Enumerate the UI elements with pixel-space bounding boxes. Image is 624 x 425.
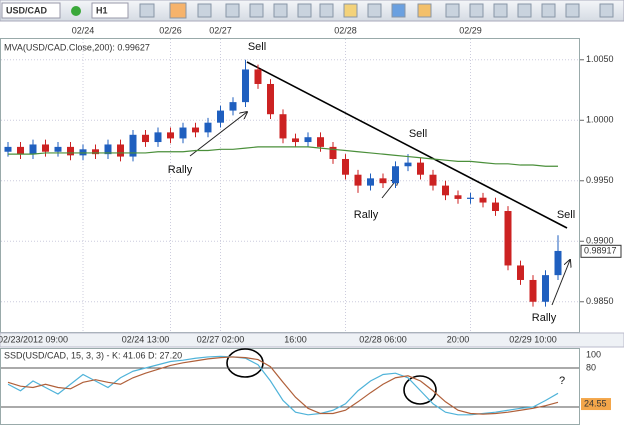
candle-body — [467, 197, 474, 199]
candle-body — [417, 162, 424, 175]
moving-average — [8, 146, 558, 167]
candle-body — [492, 202, 499, 212]
candle-body — [229, 102, 237, 111]
annotation: Sell — [557, 209, 575, 221]
x-tick-label: 16:00 — [284, 334, 307, 344]
toolbar — [0, 0, 624, 22]
candle-body — [442, 185, 449, 196]
time-axis — [0, 332, 624, 348]
candle-body — [42, 144, 49, 152]
x-tick-label: 02/24 13:00 — [122, 334, 170, 344]
candle-body — [504, 211, 512, 266]
candle-body — [179, 127, 187, 139]
last-value-box — [581, 398, 611, 411]
candle-body — [342, 158, 349, 175]
y-tick-label: 0.9850 — [586, 296, 614, 306]
candle-body — [217, 110, 224, 123]
annotation: Sell — [409, 128, 427, 140]
candle-body — [142, 134, 149, 143]
candle-body — [129, 134, 137, 157]
candle-body — [317, 137, 324, 147]
price-pane — [0, 38, 580, 333]
y-tick-label: 0.9900 — [586, 236, 614, 246]
candle-body — [242, 69, 249, 103]
x-tick-label: 02/23/2012 09:00 — [0, 334, 68, 344]
candle-body — [204, 122, 212, 133]
date-label: 02/24 — [72, 25, 95, 35]
candle-body — [79, 149, 87, 156]
candle-body — [367, 178, 374, 186]
y-tick-label: 100 — [586, 349, 601, 359]
annotation: Rally — [168, 164, 193, 176]
candle-body — [392, 166, 399, 184]
candle-body — [167, 132, 174, 139]
last-value: 24.55 — [584, 398, 607, 408]
x-tick-label: 02/28 06:00 — [359, 334, 407, 344]
candle-body — [517, 265, 524, 280]
date-row — [0, 22, 624, 38]
candle-body — [267, 83, 274, 115]
last-price-box — [580, 244, 622, 258]
candle-body — [192, 127, 199, 133]
indicator-label: SSD(USD/CAD, 15, 3, 3) - K: 41.06 D: 27.… — [4, 350, 182, 360]
toolbar-icons[interactable] — [139, 2, 614, 19]
circle-highlight — [403, 375, 437, 405]
candle-body — [92, 149, 99, 155]
y-tick-label: 80 — [586, 362, 596, 372]
annotation: Rally — [354, 209, 379, 221]
candle-body — [329, 146, 337, 159]
status-icon[interactable] — [71, 6, 81, 16]
candle-body — [479, 197, 487, 203]
date-label: 02/28 — [334, 25, 357, 35]
oscillator-line — [7, 356, 559, 415]
y-tick-label: 1.0000 — [586, 115, 614, 125]
timeframe-select[interactable] — [91, 2, 129, 19]
arrow — [551, 260, 570, 306]
candle-body — [429, 174, 437, 186]
annotation: Rally — [532, 312, 557, 324]
arrow — [189, 112, 247, 157]
x-tick-label: 20:00 — [447, 334, 470, 344]
candle-body — [4, 146, 12, 152]
symbol-select[interactable] — [1, 2, 61, 19]
x-tick-label: 02/27 02:00 — [197, 334, 245, 344]
trend-line — [246, 61, 568, 229]
date-label: 02/27 — [209, 25, 232, 35]
timeframe: H1 — [96, 5, 108, 15]
indicator-label: MVA(USD/CAD.Close,200): 0.99627 — [4, 42, 150, 52]
candle-body — [542, 275, 549, 302]
last-price: 0.98917 — [584, 246, 617, 256]
candle-body — [379, 178, 387, 184]
candle-body — [54, 146, 62, 152]
candle-body — [17, 146, 24, 155]
candle-body — [29, 144, 37, 155]
candle-body — [154, 132, 162, 143]
y-tick-label: 0.9950 — [586, 175, 614, 185]
candle-body — [454, 195, 462, 199]
oscillator-pane — [0, 348, 580, 425]
date-label: 02/29 — [459, 25, 482, 35]
candle-body — [104, 144, 112, 155]
x-tick-label: 02/29 10:00 — [509, 334, 557, 344]
candle-body — [304, 137, 312, 143]
candle-body — [117, 144, 124, 157]
candle-body — [529, 279, 537, 302]
candle-body — [354, 174, 362, 186]
date-label: 02/26 — [159, 25, 182, 35]
candle-body — [554, 250, 562, 276]
candle-body — [404, 162, 412, 167]
candle-body — [292, 138, 299, 143]
candle-body — [67, 146, 74, 156]
annotation: ? — [559, 375, 565, 387]
symbol: USD/CAD — [6, 5, 48, 15]
candle-body — [254, 69, 262, 84]
oscillator-line — [7, 355, 559, 416]
candle-body — [279, 114, 287, 139]
annotation: Sell — [248, 41, 266, 53]
y-tick-label: 1.0050 — [586, 54, 614, 64]
